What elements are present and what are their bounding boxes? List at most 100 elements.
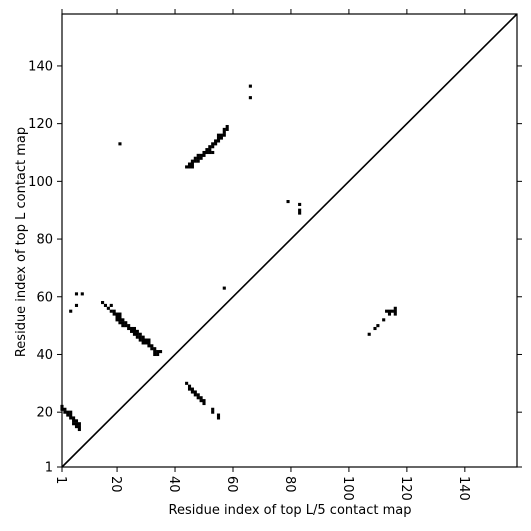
contact-point-top-l5 bbox=[390, 309, 394, 313]
contact-point-top-l bbox=[208, 148, 212, 152]
contact-point-top-l bbox=[214, 142, 218, 146]
contact-point-top-l bbox=[196, 159, 200, 163]
contact-point-top-l bbox=[124, 324, 128, 328]
y-tick-label: 60 bbox=[36, 290, 53, 305]
contact-point-top-l bbox=[222, 286, 226, 290]
contact-point-top-l5 bbox=[393, 312, 397, 316]
contact-point-top-l5 bbox=[373, 326, 377, 331]
contact-point-top-l bbox=[153, 347, 157, 351]
contact-point-top-l bbox=[216, 139, 221, 143]
contact-point-top-l bbox=[66, 413, 70, 417]
contact-point-top-l bbox=[138, 338, 142, 342]
contact-point-top-l bbox=[63, 410, 67, 414]
contact-point-top-l bbox=[109, 309, 113, 313]
contact-point-top-l bbox=[135, 332, 139, 336]
contact-point-top-l bbox=[121, 321, 125, 325]
contact-point-top-l bbox=[127, 324, 131, 328]
y-tick-label: 100 bbox=[28, 175, 53, 190]
plot-frame bbox=[61, 13, 518, 468]
contact-point-top-l bbox=[222, 130, 226, 134]
contact-point-top-l bbox=[132, 326, 136, 331]
x-tick-label: 100 bbox=[340, 476, 355, 501]
contact-point-top-l bbox=[153, 350, 157, 354]
x-axis: 1 20 40 60 80 100 120 140 bbox=[53, 9, 471, 501]
contact-point-top-l bbox=[196, 393, 200, 397]
contact-point-top-l bbox=[69, 413, 73, 417]
contact-point-top-l bbox=[74, 419, 79, 423]
contact-point-top-l bbox=[196, 153, 200, 157]
contact-point-top-l bbox=[156, 352, 160, 357]
contact-point-top-l bbox=[127, 326, 131, 331]
contact-point-top-l bbox=[196, 396, 200, 400]
x-tick-label: 140 bbox=[456, 476, 471, 501]
contact-point-top-l5 bbox=[382, 318, 386, 322]
contact-point-top-l bbox=[147, 338, 151, 342]
contact-point-top-l bbox=[216, 133, 221, 137]
contact-point-top-l bbox=[121, 318, 125, 322]
x-tick-label: 60 bbox=[224, 476, 239, 493]
contact-point-top-l bbox=[130, 329, 134, 333]
x-tick-label: 1 bbox=[53, 476, 68, 484]
contact-point-top-l bbox=[216, 136, 221, 140]
contact-point-top-l bbox=[103, 303, 108, 307]
contact-point-top-l bbox=[199, 396, 203, 400]
contact-point-top-l bbox=[115, 318, 119, 322]
contact-point-top-l bbox=[193, 156, 197, 160]
contact-point-top-l5 bbox=[376, 324, 380, 328]
contact-point-top-l bbox=[69, 309, 73, 313]
contact-point-top-l bbox=[74, 422, 79, 426]
contact-point-top-l5 bbox=[387, 312, 392, 316]
y-tick-label: 80 bbox=[36, 233, 53, 248]
contact-point-top-l bbox=[77, 422, 81, 426]
y-tick-label: 40 bbox=[36, 348, 53, 363]
contact-point-top-l bbox=[69, 410, 73, 414]
contact-point-top-l bbox=[199, 153, 203, 157]
contact-point-top-l bbox=[190, 162, 194, 166]
contact-point-top-l bbox=[190, 390, 194, 394]
contact-point-top-l bbox=[112, 312, 116, 316]
contact-point-top-l bbox=[199, 156, 203, 160]
contact-point-top-l bbox=[187, 165, 192, 169]
contact-point-top-l bbox=[196, 156, 200, 160]
contact-point-top-l bbox=[121, 324, 125, 328]
contact-point-top-l5 bbox=[393, 306, 397, 310]
contact-point-top-l bbox=[150, 344, 154, 348]
contact-point-top-l bbox=[135, 335, 139, 339]
contact-point-top-l bbox=[115, 312, 119, 316]
contact-point-top-l bbox=[202, 401, 206, 406]
points-layer bbox=[60, 84, 397, 432]
contact-point-top-l bbox=[193, 159, 197, 163]
contact-point-top-l bbox=[118, 318, 122, 322]
contact-point-top-l5 bbox=[367, 332, 371, 336]
contact-point-top-l bbox=[118, 315, 122, 319]
contact-point-top-l bbox=[112, 309, 116, 313]
contact-point-top-l bbox=[202, 153, 206, 157]
contact-point-top-l bbox=[101, 300, 105, 305]
contact-point-top-l bbox=[106, 306, 110, 310]
contact-point-top-l bbox=[124, 321, 128, 325]
contact-point-top-l bbox=[185, 165, 189, 169]
contact-point-top-l bbox=[185, 381, 189, 385]
contact-point-top-l bbox=[187, 384, 192, 388]
contact-point-top-l bbox=[211, 142, 215, 146]
contact-point-top-l bbox=[72, 422, 76, 426]
contact-point-top-l bbox=[74, 303, 79, 307]
contact-point-top-l bbox=[118, 142, 122, 146]
x-tick-label: 80 bbox=[282, 476, 297, 493]
contact-point-top-l5 bbox=[393, 309, 397, 313]
contact-point-top-l bbox=[216, 413, 221, 417]
contact-point-top-l bbox=[138, 335, 142, 339]
contact-point-top-l bbox=[222, 127, 226, 131]
contact-point-top-l bbox=[208, 145, 212, 149]
contact-point-top-l bbox=[225, 124, 229, 129]
contact-point-top-l bbox=[156, 350, 160, 354]
contact-point-top-l bbox=[222, 133, 226, 137]
contact-point-top-l bbox=[115, 315, 119, 319]
contact-point-top-l5 bbox=[385, 309, 389, 313]
contact-point-top-l bbox=[187, 162, 192, 166]
x-tick-label: 20 bbox=[108, 476, 123, 493]
contact-point-top-l bbox=[138, 332, 142, 336]
x-tick-label: 120 bbox=[398, 476, 413, 501]
contact-point-top-l bbox=[158, 350, 163, 354]
